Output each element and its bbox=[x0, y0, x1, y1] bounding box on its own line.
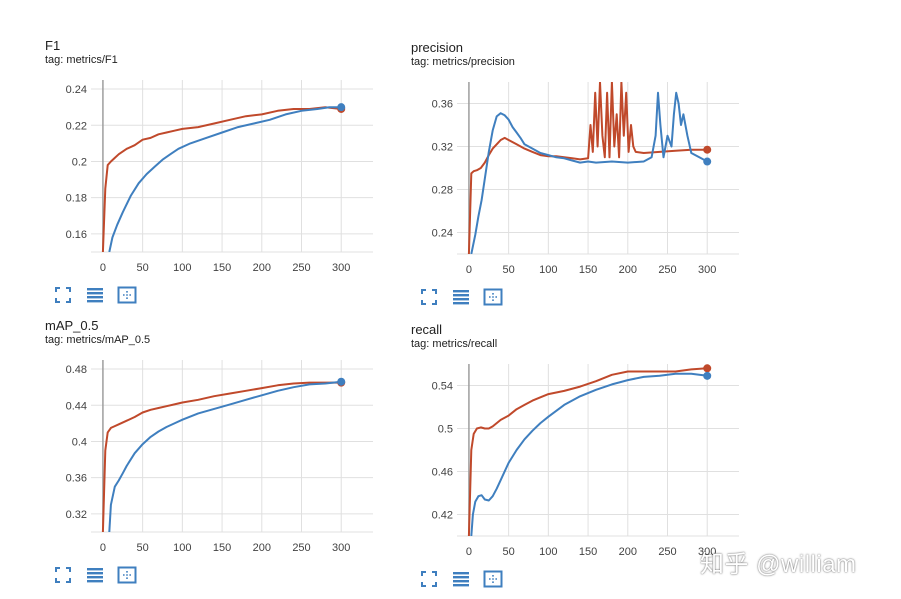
chart-tag: tag: metrics/precision bbox=[411, 56, 515, 68]
x-tick-label: 150 bbox=[213, 262, 231, 274]
y-tick-label: 0.36 bbox=[66, 473, 87, 485]
chart-panel-recall: recall tag: metrics/recall 0.42 0.46 0.5 0.… bbox=[411, 322, 771, 592]
expand-chart-icon[interactable] bbox=[117, 285, 137, 305]
x-tick-label: 0 bbox=[466, 264, 472, 276]
x-tick-label: 200 bbox=[253, 262, 271, 274]
y-tick-label: 0.24 bbox=[66, 84, 87, 96]
y-tick-label: 0.44 bbox=[66, 400, 87, 412]
chart-title: recall bbox=[411, 322, 443, 337]
series-endpoint-orange bbox=[703, 145, 712, 154]
x-tick-label: 100 bbox=[173, 542, 191, 554]
x-tick-label: 300 bbox=[332, 262, 350, 274]
chart-f1: 0.16 0.18 0.2 0.22 0.24 0 50 100 150 200 250 300 bbox=[66, 80, 373, 274]
x-tick-label: 100 bbox=[173, 262, 191, 274]
y-tick-label: 0.54 bbox=[432, 381, 453, 393]
x-tick-label: 150 bbox=[213, 542, 231, 554]
x-tick-label: 50 bbox=[137, 542, 149, 554]
series-line-orange bbox=[467, 367, 708, 536]
chart-recall: 0.42 0.46 0.5 0.54 0 50 100 150 200 250 300 bbox=[432, 364, 739, 558]
fit-domain-icon[interactable] bbox=[419, 569, 439, 589]
y-tick-label: 0.42 bbox=[432, 510, 453, 522]
x-tick-label: 250 bbox=[658, 264, 676, 276]
y-tick-label: 0.32 bbox=[432, 142, 453, 154]
chart-precision: 0.24 0.28 0.32 0.36 0 50 100 150 200 250 300 bbox=[432, 82, 739, 276]
y-tick-label: 0.5 bbox=[438, 424, 453, 436]
y-tick-label: 0.18 bbox=[66, 193, 87, 205]
expand-chart-icon[interactable] bbox=[117, 565, 137, 585]
chart-tag: tag: metrics/recall bbox=[411, 338, 498, 350]
fit-domain-icon[interactable] bbox=[53, 565, 73, 585]
y-tick-label: 0.28 bbox=[432, 185, 453, 197]
y-tick-label: 0.36 bbox=[432, 99, 453, 111]
x-tick-label: 300 bbox=[698, 546, 716, 558]
x-tick-label: 200 bbox=[253, 542, 271, 554]
y-tick-label: 0.4 bbox=[72, 436, 87, 448]
y-tick-label: 0.46 bbox=[432, 467, 453, 479]
chart-title: mAP_0.5 bbox=[45, 318, 99, 333]
x-tick-label: 0 bbox=[466, 546, 472, 558]
chart-title: F1 bbox=[45, 38, 61, 53]
y-tick-label: 0.24 bbox=[432, 228, 453, 240]
chart-tag: tag: metrics/F1 bbox=[45, 54, 118, 66]
toggle-log-scale-icon[interactable] bbox=[85, 285, 105, 305]
chart-map: 0.32 0.36 0.4 0.44 0.48 0 50 100 150 200 250 300 bbox=[66, 360, 373, 554]
series-line-blue bbox=[470, 91, 708, 254]
x-tick-label: 250 bbox=[292, 542, 310, 554]
y-tick-label: 0.16 bbox=[66, 229, 87, 241]
y-tick-label: 0.2 bbox=[72, 156, 87, 168]
fit-domain-icon[interactable] bbox=[53, 285, 73, 305]
x-tick-label: 0 bbox=[100, 262, 106, 274]
x-tick-label: 50 bbox=[503, 264, 515, 276]
x-tick-label: 250 bbox=[658, 546, 676, 558]
chart-panel-map: mAP_0.5 tag: metrics/mAP_0.5 0.32 0.36 0.4… bbox=[45, 318, 405, 588]
series-line-orange bbox=[467, 82, 708, 254]
y-tick-label: 0.48 bbox=[66, 364, 87, 376]
x-tick-label: 200 bbox=[619, 264, 637, 276]
chart-title: precision bbox=[411, 40, 464, 55]
toggle-log-scale-icon[interactable] bbox=[451, 569, 471, 589]
series-line-orange bbox=[101, 106, 342, 252]
series-endpoint-blue bbox=[337, 103, 346, 112]
x-tick-label: 300 bbox=[332, 542, 350, 554]
series-endpoint-blue bbox=[337, 377, 346, 386]
x-tick-label: 50 bbox=[503, 546, 515, 558]
series-endpoint-orange bbox=[703, 364, 712, 373]
x-tick-label: 100 bbox=[539, 264, 557, 276]
series-line-orange bbox=[101, 381, 342, 532]
x-tick-label: 250 bbox=[292, 262, 310, 274]
watermark: 知乎 @william bbox=[700, 551, 857, 578]
x-tick-label: 150 bbox=[579, 546, 597, 558]
series-endpoint-blue bbox=[703, 157, 712, 166]
chart-tag: tag: metrics/mAP_0.5 bbox=[45, 334, 151, 346]
x-tick-label: 0 bbox=[100, 542, 106, 554]
expand-chart-icon[interactable] bbox=[483, 569, 503, 589]
x-tick-label: 300 bbox=[698, 264, 716, 276]
series-line-blue bbox=[108, 380, 342, 532]
series-line-blue bbox=[108, 106, 342, 252]
y-tick-label: 0.32 bbox=[66, 509, 87, 521]
x-tick-label: 50 bbox=[137, 262, 149, 274]
chart-panel-precision: precision tag: metrics/precision 0.24 0.2… bbox=[411, 40, 771, 310]
series-line-blue bbox=[470, 372, 708, 536]
x-tick-label: 200 bbox=[619, 546, 637, 558]
y-tick-label: 0.22 bbox=[66, 120, 87, 132]
x-tick-label: 150 bbox=[579, 264, 597, 276]
chart-panel-f1: F1 tag: metrics/F1 0.16 0.18 0.2 0.22 0.24 0 5… bbox=[45, 38, 405, 308]
expand-chart-icon[interactable] bbox=[483, 287, 503, 307]
series-endpoint-blue bbox=[703, 371, 712, 380]
toggle-log-scale-icon[interactable] bbox=[451, 287, 471, 307]
toggle-log-scale-icon[interactable] bbox=[85, 565, 105, 585]
fit-domain-icon[interactable] bbox=[419, 287, 439, 307]
x-tick-label: 100 bbox=[539, 546, 557, 558]
